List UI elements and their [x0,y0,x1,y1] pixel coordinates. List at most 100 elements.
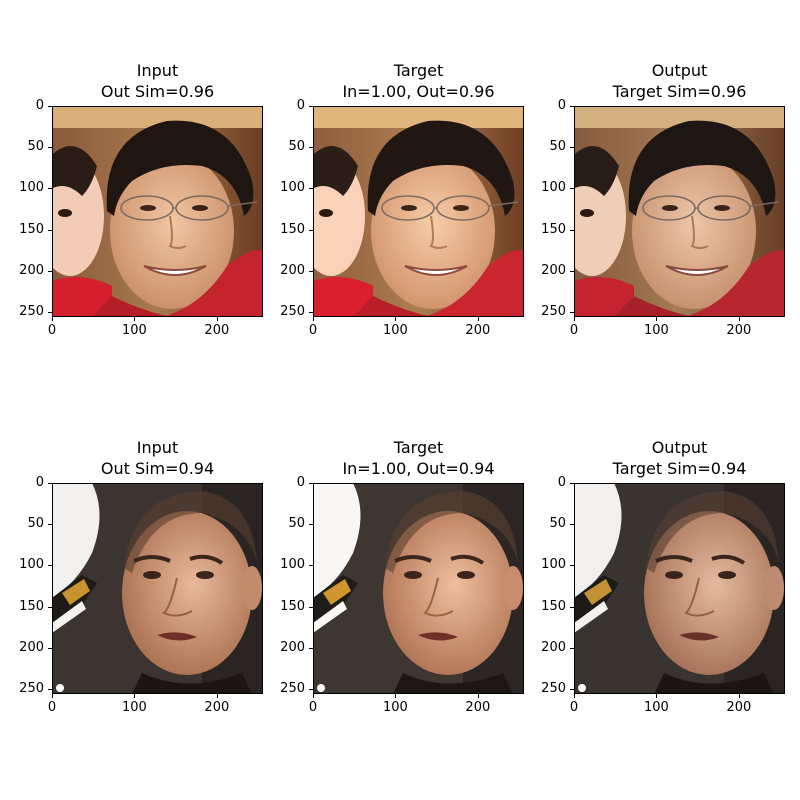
y-tick-label: 150 [280,221,305,237]
y-tick-mark [570,106,574,107]
x-tick-label: 100 [383,323,408,338]
y-tick-mark [309,689,313,691]
x-tick-mark [52,694,53,698]
y-tick-label: 0 [296,475,305,490]
y-tick-label: 200 [19,639,44,655]
panel-title-line1: Input [136,438,179,457]
x-tick-label: 0 [569,700,579,715]
y-tick-label: 100 [280,180,305,196]
y-tick-label: 50 [27,139,44,155]
y-tick-label: 250 [19,681,44,697]
y-tick-label: 0 [557,98,566,113]
y-tick-label: 0 [557,475,566,490]
y-tick-mark [309,606,313,608]
x-tick-mark [216,694,218,698]
x-tick-label: 0 [308,700,318,715]
face-image [52,483,263,694]
y-tick-label: 50 [27,516,44,532]
y-tick-mark [570,229,574,231]
panel-title-line1: Output [651,438,708,457]
y-tick-mark [309,647,313,649]
y-tick-label: 50 [288,516,305,532]
y-tick-mark [309,312,313,314]
x-tick-mark [395,317,397,321]
y-tick-label: 50 [549,516,566,532]
face-image [313,106,524,317]
y-tick-label: 150 [19,221,44,237]
y-tick-label: 200 [541,262,566,278]
y-tick-label: 100 [280,557,305,573]
panel-title: Output Target Sim=0.96 [550,60,800,102]
x-tick-label: 100 [644,700,669,715]
face-image [313,483,524,694]
y-tick-mark [48,524,52,526]
y-tick-mark [48,647,52,649]
y-tick-label: 100 [19,557,44,573]
y-tick-mark [309,188,313,190]
x-tick-mark [738,317,740,321]
y-tick-mark [48,106,52,107]
y-tick-mark [48,565,52,567]
y-tick-label: 0 [296,98,305,113]
y-tick-label: 150 [541,598,566,614]
x-tick-mark [134,317,136,321]
panel-title-line1: Output [651,61,708,80]
x-tick-label: 0 [308,323,318,338]
y-tick-label: 100 [541,557,566,573]
y-tick-mark [570,689,574,691]
x-tick-mark [656,317,658,321]
y-tick-label: 50 [288,139,305,155]
y-tick-label: 250 [280,304,305,320]
y-tick-label: 200 [280,262,305,278]
y-tick-label: 0 [35,475,44,490]
y-tick-mark [570,524,574,526]
y-tick-label: 100 [19,180,44,196]
panel-title-line1: Target [393,61,444,80]
x-tick-mark [738,694,740,698]
panel-title-line2: In=1.00, Out=0.96 [342,82,495,101]
panel-title: Output Target Sim=0.94 [550,437,800,479]
x-tick-label: 100 [122,323,147,338]
panel-title-line2: In=1.00, Out=0.94 [342,459,495,478]
x-tick-label: 0 [47,323,57,338]
y-tick-label: 150 [280,598,305,614]
x-tick-label: 0 [569,323,579,338]
x-tick-label: 200 [465,323,491,338]
panel-title-line2: Out Sim=0.94 [100,459,215,478]
x-tick-label: 200 [204,700,230,715]
x-tick-mark [574,317,575,321]
panel-title: Target In=1.00, Out=0.94 [289,437,549,479]
x-tick-label: 100 [644,323,669,338]
y-tick-mark [570,565,574,567]
y-tick-mark [309,565,313,567]
panel-title: Input Out Sim=0.96 [28,60,288,102]
x-tick-label: 200 [204,323,230,338]
x-tick-mark [313,694,314,698]
y-tick-label: 0 [35,98,44,113]
y-tick-mark [48,188,52,190]
panel-title-line1: Input [136,61,179,80]
y-tick-mark [48,270,52,272]
y-tick-label: 250 [541,681,566,697]
y-tick-mark [570,270,574,272]
y-tick-label: 200 [541,639,566,655]
face-image [52,106,263,317]
y-tick-mark [48,689,52,691]
y-tick-mark [570,483,574,484]
y-tick-label: 200 [280,639,305,655]
panel-title-line2: Out Sim=0.96 [100,82,215,101]
y-tick-mark [309,524,313,526]
panel-title-line2: Target Sim=0.96 [612,82,747,101]
y-tick-label: 150 [19,598,44,614]
x-tick-label: 0 [47,700,57,715]
panel-title-line2: Target Sim=0.94 [612,459,747,478]
y-tick-label: 50 [549,139,566,155]
x-tick-label: 100 [122,700,147,715]
x-tick-mark [313,317,314,321]
panel-title: Target In=1.00, Out=0.96 [289,60,549,102]
y-tick-label: 250 [19,304,44,320]
y-tick-mark [48,606,52,608]
y-tick-mark [570,647,574,649]
x-tick-label: 200 [726,323,752,338]
y-tick-mark [570,188,574,190]
